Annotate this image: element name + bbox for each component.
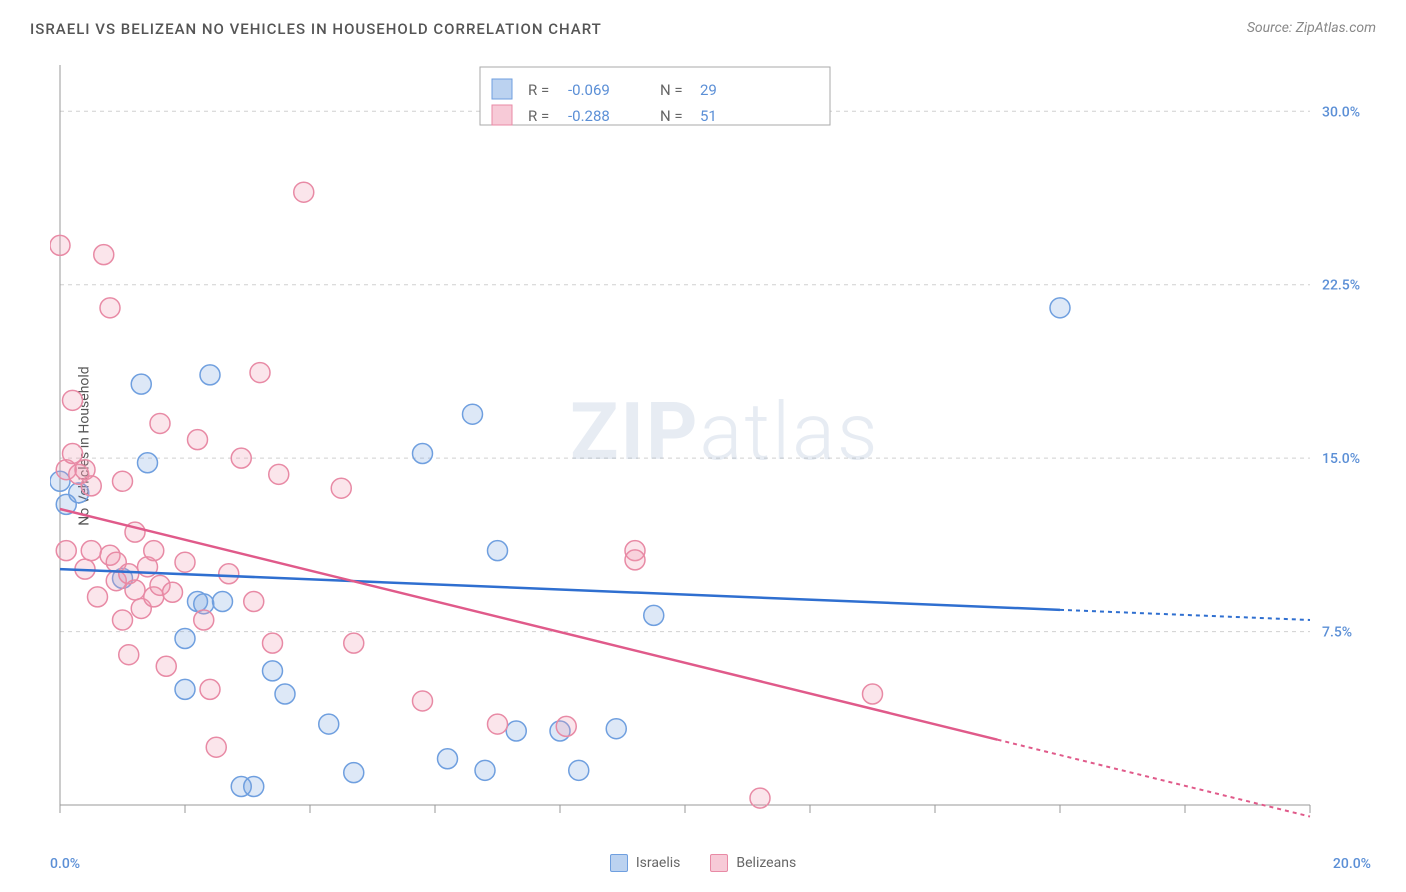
data-point [175, 629, 195, 649]
data-point [250, 363, 270, 383]
data-point [413, 444, 433, 464]
legend-item: Israelis [610, 854, 681, 872]
legend-r-label: R = [528, 107, 549, 125]
data-point [644, 605, 664, 625]
y-tick-label: 30.0% [1322, 104, 1360, 120]
data-point [488, 541, 508, 561]
data-point [131, 374, 151, 394]
data-point [100, 298, 120, 318]
data-point [156, 656, 176, 676]
legend-swatch [492, 105, 512, 125]
data-point [200, 365, 220, 385]
data-point [244, 592, 264, 612]
legend-label: Israelis [636, 855, 681, 871]
data-point [344, 763, 364, 783]
data-point [438, 749, 458, 769]
data-point [138, 453, 158, 473]
data-point [88, 587, 108, 607]
data-point [331, 478, 351, 498]
data-point [263, 661, 283, 681]
legend-n-value: 51 [700, 107, 717, 125]
plot-area: 7.5% 15.0% 22.5% 30.0% R = -0.069 N = 29 R = -… [50, 55, 1376, 837]
data-point [94, 245, 114, 265]
legend-n-label: N = [660, 81, 683, 99]
trend-line-extrapolated [1060, 610, 1310, 620]
data-point [81, 476, 101, 496]
data-point [56, 541, 76, 561]
data-point [163, 582, 183, 602]
data-point [1050, 298, 1070, 318]
data-point [319, 714, 339, 734]
chart-title: ISRAELI VS BELIZEAN NO VEHICLES IN HOUSE… [30, 20, 602, 38]
legend-swatch [710, 854, 728, 872]
legend-n-label: N = [660, 107, 683, 125]
data-point [175, 552, 195, 572]
data-point [219, 564, 239, 584]
data-point [144, 541, 164, 561]
bottom-legend: Israelis Belizeans [0, 854, 1406, 872]
data-point [231, 448, 251, 468]
data-point [81, 541, 101, 561]
data-point [50, 235, 70, 255]
data-point [206, 737, 226, 757]
legend-label: Belizeans [736, 855, 796, 871]
y-tick-label: 22.5% [1322, 278, 1360, 294]
data-point [213, 592, 233, 612]
data-point [125, 580, 145, 600]
data-point [475, 760, 495, 780]
data-point [606, 719, 626, 739]
data-point [63, 390, 83, 410]
source-label: Source: ZipAtlas.com [1247, 20, 1376, 36]
data-point [569, 760, 589, 780]
data-point [863, 684, 883, 704]
data-point [188, 430, 208, 450]
data-point [625, 550, 645, 570]
data-point [463, 404, 483, 424]
data-point [263, 633, 283, 653]
y-tick-label: 15.0% [1322, 451, 1360, 467]
legend-r-label: R = [528, 81, 549, 99]
y-tick-label: 7.5% [1322, 625, 1352, 641]
legend-n-value: 29 [700, 81, 717, 99]
data-point [194, 610, 214, 630]
data-point [506, 721, 526, 741]
data-point [119, 645, 139, 665]
data-point [175, 679, 195, 699]
data-point [244, 777, 264, 797]
scatter-chart: 7.5% 15.0% 22.5% 30.0% R = -0.069 N = 29 R = -… [50, 55, 1376, 837]
data-point [344, 633, 364, 653]
data-point [750, 788, 770, 808]
data-point [294, 182, 314, 202]
legend-r-value: -0.288 [568, 107, 610, 125]
data-point [488, 714, 508, 734]
data-point [269, 464, 289, 484]
legend-swatch [610, 854, 628, 872]
data-point [113, 610, 133, 630]
data-point [275, 684, 295, 704]
data-point [556, 716, 576, 736]
data-point [113, 471, 133, 491]
legend-item: Belizeans [710, 854, 796, 872]
legend-r-value: -0.069 [568, 81, 610, 99]
legend-swatch [492, 79, 512, 99]
data-point [413, 691, 433, 711]
data-point [150, 413, 170, 433]
data-point [200, 679, 220, 699]
